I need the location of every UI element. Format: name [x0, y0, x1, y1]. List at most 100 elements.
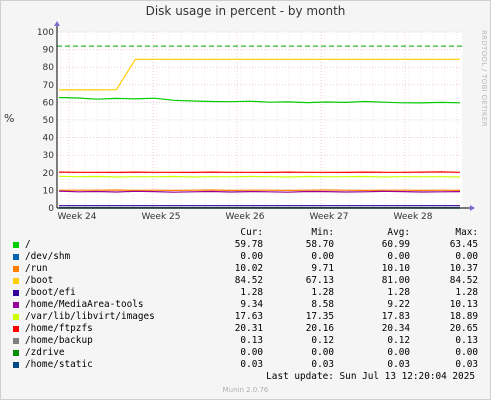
legend-cur-value: 20.31 [234, 323, 263, 334]
legend-header-cur: Cur: [240, 227, 263, 238]
legend-series-name: /boot/efi [25, 287, 76, 298]
legend-min-value: 1.28 [311, 287, 334, 298]
x-tick-label: Week 24 [58, 212, 97, 222]
y-axis-arrow [54, 21, 60, 26]
legend-min-value: 0.00 [311, 347, 334, 358]
legend-avg-value: 20.34 [381, 323, 410, 334]
legend-swatch [13, 278, 19, 284]
legend-swatch [13, 290, 19, 296]
series-line [58, 175, 461, 178]
legend-avg-value: 0.00 [387, 347, 410, 358]
legend-min-value: 0.03 [311, 359, 334, 370]
legend-cur-value: 0.13 [240, 335, 263, 346]
legend-cur-value: 9.34 [240, 299, 263, 310]
legend-min-value: 0.12 [311, 335, 334, 346]
legend-max-value: 10.13 [449, 299, 478, 310]
legend-row: /home/MediaArea-tools 9.34 8.58 9.22 10.13 [12, 299, 482, 311]
legend-series-name: /home/MediaArea-tools [25, 299, 144, 310]
legend-avg-value: 0.12 [387, 335, 410, 346]
legend-max-value: 0.03 [455, 359, 478, 370]
legend-max-value: 1.28 [455, 287, 478, 298]
series-line [58, 171, 461, 174]
x-tick-label: Week 27 [310, 212, 349, 222]
legend-series-name: /dev/shm [25, 251, 71, 262]
legend-cur-value: 1.28 [240, 287, 263, 298]
legend-min-value: 20.16 [305, 323, 334, 334]
legend-row: /dev/shm 0.00 0.00 0.00 0.00 [12, 251, 482, 263]
plot-area [57, 32, 462, 208]
legend-avg-value: 17.83 [381, 311, 410, 322]
legend-swatch [13, 326, 19, 332]
x-tick-label: Week 25 [142, 212, 181, 222]
legend-cur-value: 0.00 [240, 251, 263, 262]
legend-row: / 59.78 58.70 60.99 63.45 [12, 239, 482, 251]
series-line [58, 190, 461, 193]
y-tick-label: 70 [43, 81, 55, 91]
legend-swatch [13, 242, 19, 248]
y-tick-label: 90 [43, 46, 55, 56]
legend-avg-value: 60.99 [381, 239, 410, 250]
legend-max-value: 0.00 [455, 251, 478, 262]
legend-cur-value: 59.78 [234, 239, 263, 250]
legend-series-name: /run [25, 263, 48, 274]
x-tick-label: Week 28 [394, 212, 433, 222]
last-update-text: Last update: Sun Jul 13 12:20:04 2025 [266, 371, 475, 382]
legend-row: /home/ftpzfs 20.31 20.16 20.34 20.65 [12, 323, 482, 335]
legend-min-value: 17.35 [305, 311, 334, 322]
legend-row: /zdrive 0.00 0.00 0.00 0.00 [12, 347, 482, 359]
legend-avg-value: 9.22 [387, 299, 410, 310]
legend-swatch [13, 314, 19, 320]
line-chart: 0 10 20 30 40 50 60 70 80 90 100 Week 24 Week 25 Week… [37, 21, 475, 222]
legend-avg-value: 1.28 [387, 287, 410, 298]
legend-avg-value: 10.10 [381, 263, 410, 274]
legend-cur-value: 0.03 [240, 359, 263, 370]
legend-swatch [13, 362, 19, 368]
rrdtool-credit: RRDTOOL / TOBI OETIKER [480, 30, 488, 127]
legend-avg-value: 81.00 [381, 275, 410, 286]
graph-title: Disk usage in percent - by month [145, 4, 346, 18]
legend-row: /home/static 0.03 0.03 0.03 0.03 [12, 359, 482, 371]
legend-cur-value: 0.00 [240, 347, 263, 358]
legend-max-value: 0.13 [455, 335, 478, 346]
x-axis-arrow [470, 205, 475, 211]
legend-row: /home/backup 0.13 0.12 0.12 0.13 [12, 335, 482, 347]
legend-header-row: Cur: Min: Avg: Max: [12, 227, 482, 239]
legend-max-value: 0.00 [455, 347, 478, 358]
legend-series-name: /boot [25, 275, 54, 286]
legend-max-value: 18.89 [449, 311, 478, 322]
legend-cur-value: 10.02 [234, 263, 263, 274]
y-tick-label: 60 [43, 98, 55, 108]
legend-max-value: 20.65 [449, 323, 478, 334]
legend-swatch [13, 338, 19, 344]
legend-table: Cur: Min: Avg: Max: / 59.78 58.70 60.99 63.4… [12, 227, 482, 371]
legend-avg-value: 0.03 [387, 359, 410, 370]
legend-series-name: /zdrive [25, 347, 65, 358]
legend-avg-value: 0.00 [387, 251, 410, 262]
y-tick-label: 20 [43, 169, 55, 179]
y-tick-label: 10 [43, 186, 55, 196]
legend-max-value: 63.45 [449, 239, 478, 250]
legend-min-value: 9.71 [311, 263, 334, 274]
legend-min-value: 67.13 [305, 275, 334, 286]
legend-row: /var/lib/libvirt/images 17.63 17.35 17.83 18… [12, 311, 482, 323]
series-line [59, 58, 460, 91]
legend-row: /run 10.02 9.71 10.10 10.37 [12, 263, 482, 275]
legend-min-value: 58.70 [305, 239, 334, 250]
legend-min-value: 8.58 [311, 299, 334, 310]
legend-row: /boot/efi 1.28 1.28 1.28 1.28 [12, 287, 482, 299]
legend-cur-value: 84.52 [234, 275, 263, 286]
legend-swatch [13, 254, 19, 260]
y-tick-label: 80 [43, 63, 55, 73]
legend-cur-value: 17.63 [234, 311, 263, 322]
x-tick-label: Week 26 [226, 212, 265, 222]
y-axis-label: % [4, 112, 15, 125]
legend-header-avg: Avg: [387, 227, 410, 238]
legend-swatch [13, 350, 19, 356]
legend-max-value: 84.52 [449, 275, 478, 286]
y-tick-label: 40 [43, 134, 55, 144]
legend-series-name: / [25, 239, 31, 250]
y-tick-label: 100 [37, 28, 54, 38]
legend-swatch [13, 266, 19, 272]
y-tick-label: 50 [43, 116, 55, 126]
legend-series-name: /var/lib/libvirt/images [25, 311, 155, 322]
